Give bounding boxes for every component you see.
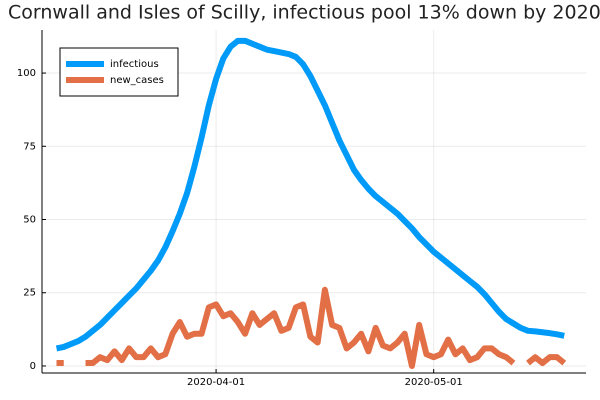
data-line — [56, 286, 567, 369]
y-tick-label: 25 — [23, 288, 36, 299]
data-line — [55, 37, 565, 352]
x-tick-label: 2020-04-01 — [187, 377, 245, 388]
legend-label: infectious — [110, 59, 159, 70]
y-tick-label: 75 — [23, 141, 36, 152]
y-tick-label: 0 — [30, 361, 36, 372]
y-tick-label: 50 — [23, 215, 36, 226]
y-tick-label: 100 — [17, 68, 36, 79]
legend: infectious new_cases — [59, 47, 179, 97]
legend-label: new_cases — [110, 75, 164, 86]
chart-title: Cornwall and Isles of Scilly, infectious… — [8, 2, 600, 24]
legend-box — [59, 47, 179, 97]
x-tick-label: 2020-05-01 — [405, 377, 463, 388]
